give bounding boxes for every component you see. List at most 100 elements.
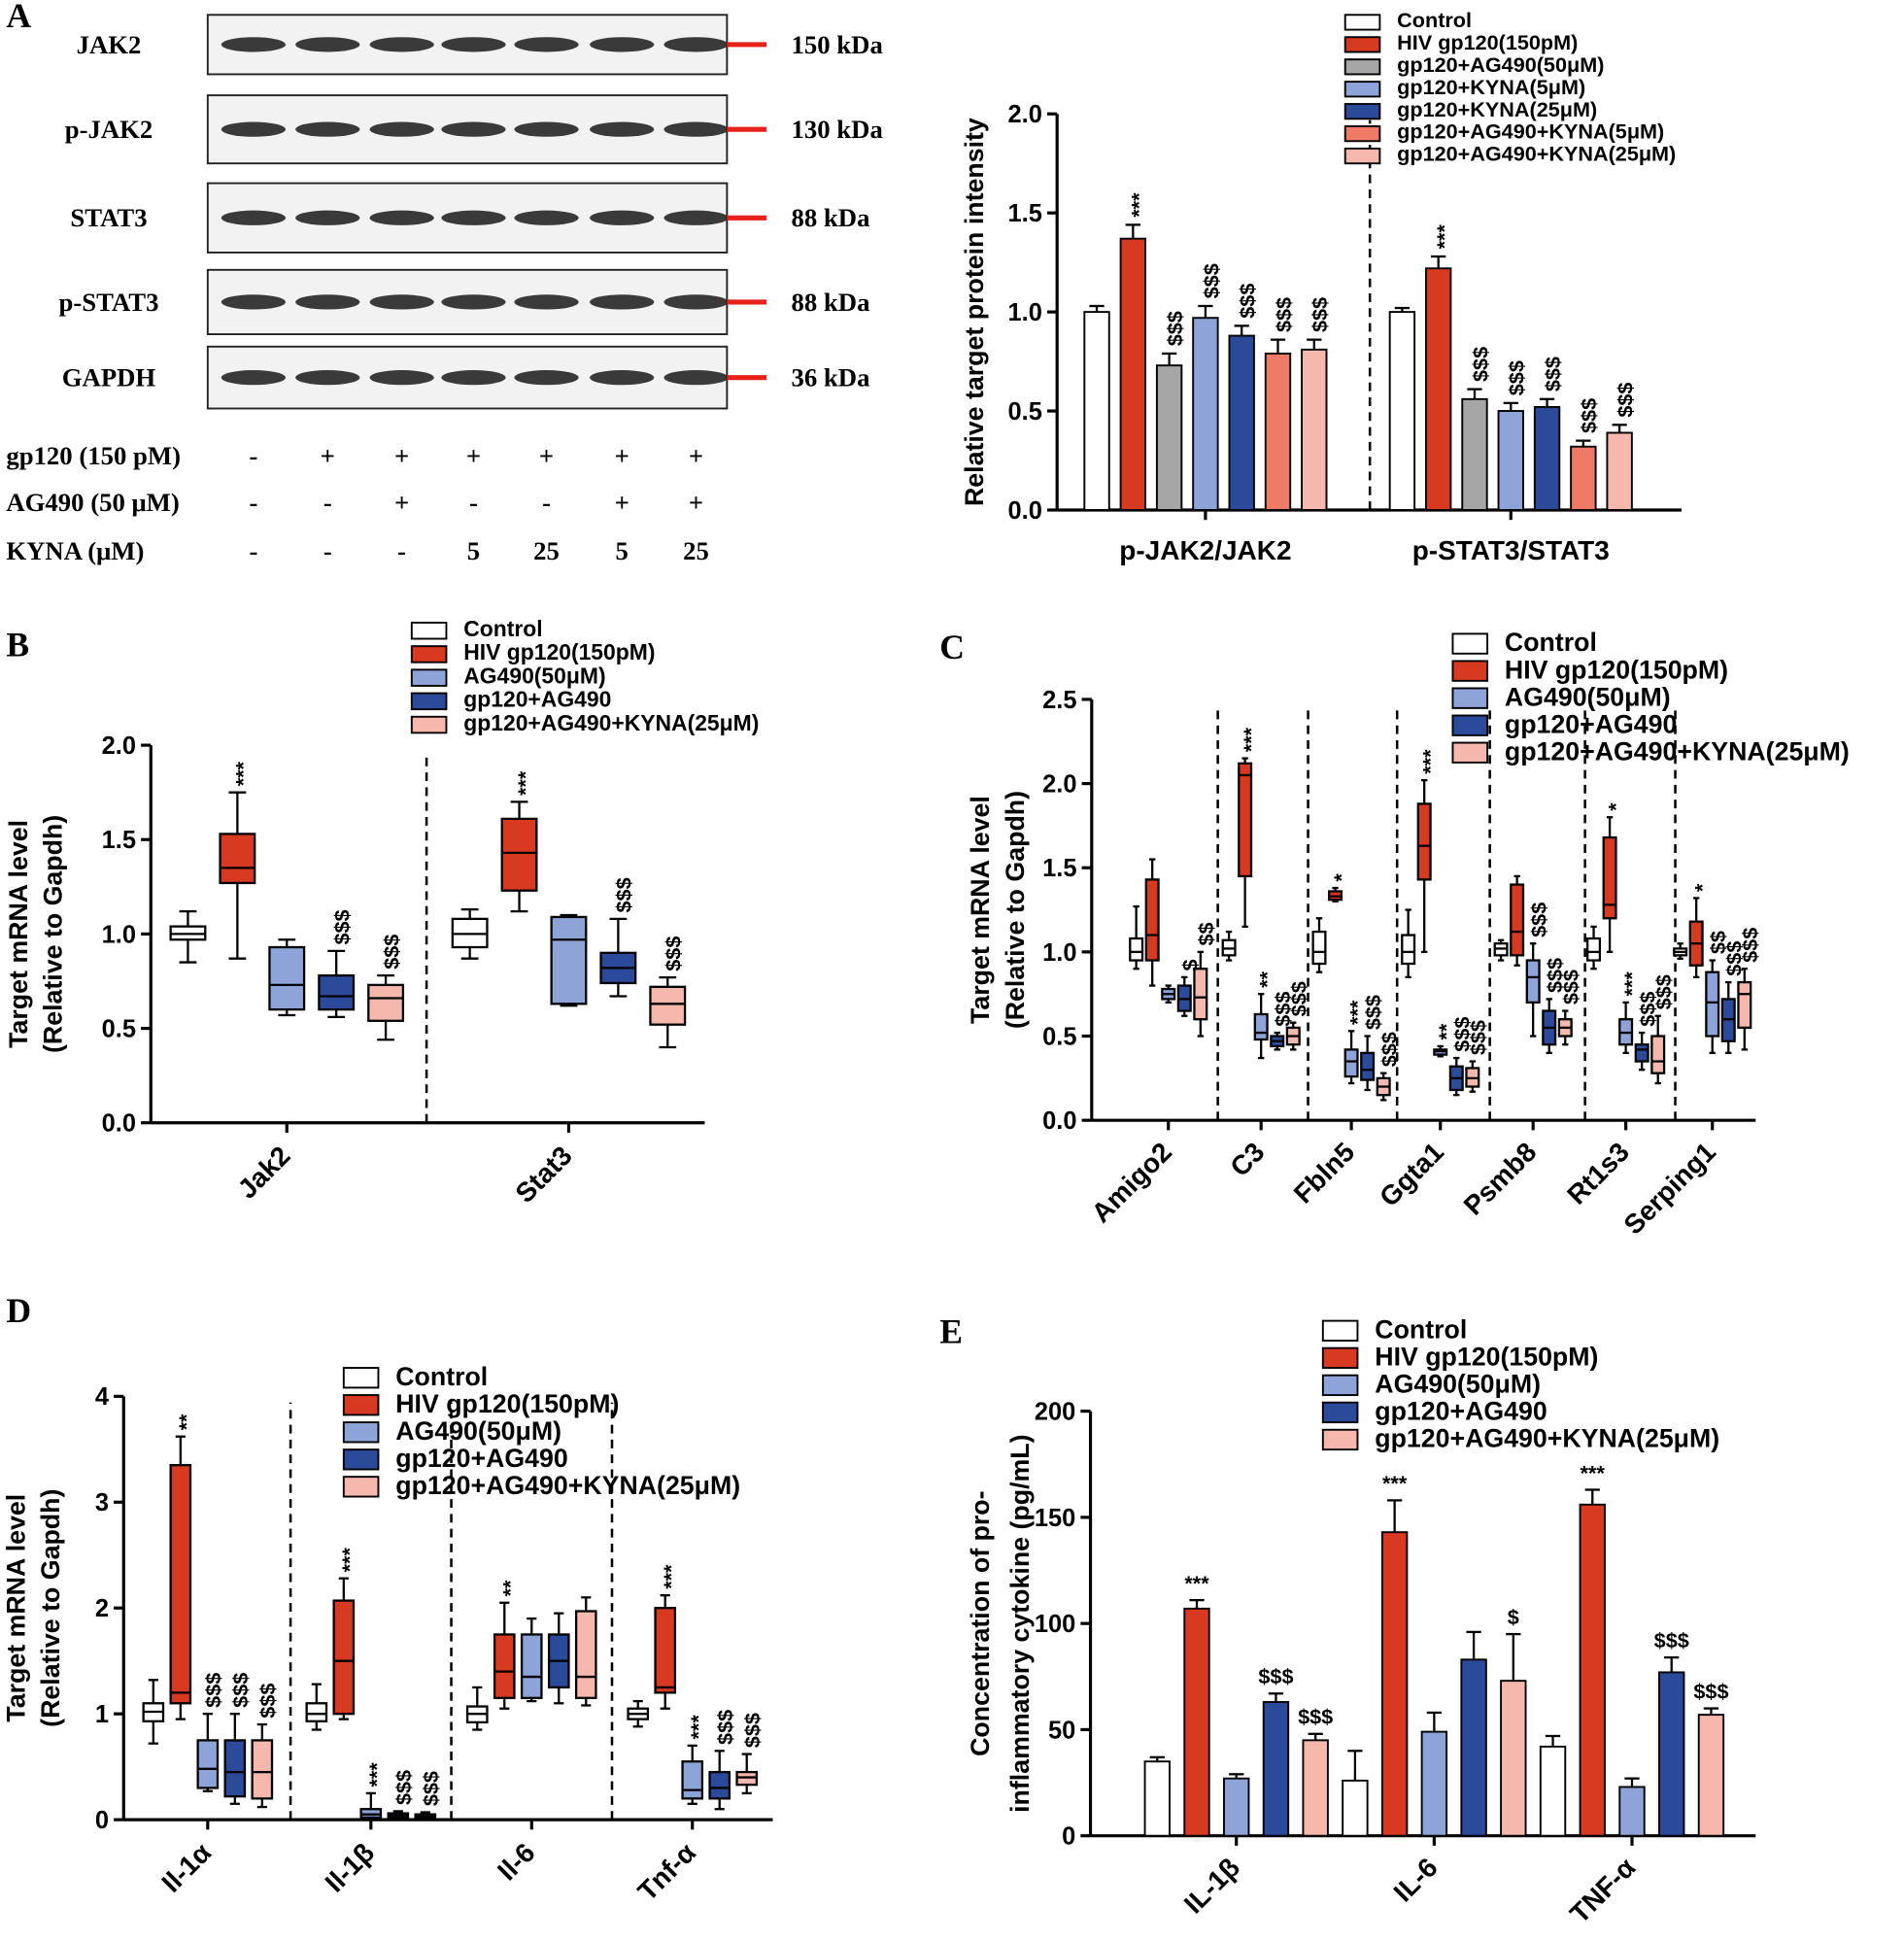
significance: $$$: [1236, 284, 1260, 319]
legend-swatch: [1321, 1401, 1359, 1424]
box: [223, 1739, 247, 1798]
significance: $$$: [1287, 981, 1311, 1016]
significance: $$$: [713, 1710, 737, 1745]
significance: $$$: [1559, 970, 1583, 1005]
legend-swatch: [1451, 741, 1489, 764]
blot-band: [221, 37, 286, 52]
y-tick-label: 0.5: [1042, 1023, 1076, 1050]
y-tick-label: 1.0: [1042, 939, 1076, 967]
blot-band: [514, 369, 579, 386]
legend-label: gp120+AG490: [395, 1444, 567, 1473]
legend-label: AG490(50μM): [1375, 1369, 1541, 1398]
significance: $$$: [1505, 360, 1529, 395]
x-tick-label: Il-1α: [155, 1837, 217, 1898]
blot-band: [221, 369, 286, 386]
legend-swatch: [410, 621, 448, 640]
box: [493, 1633, 516, 1699]
legend-swatch: [342, 1394, 380, 1416]
legend-swatch: [342, 1367, 380, 1389]
significance: ***: [1127, 192, 1151, 218]
significance: $$$: [255, 1684, 280, 1719]
x-tick-label: p-STAT3/STAT3: [1412, 535, 1610, 565]
blot-band: [590, 294, 655, 310]
significance: $$$: [1722, 941, 1747, 976]
bar: [1223, 1777, 1250, 1837]
x-tick-label: Il-1β: [320, 1837, 381, 1898]
legend-label: gp120+AG490+KYNA(25μM): [1397, 142, 1676, 166]
blot-band: [441, 210, 506, 225]
significance: $$$: [1577, 398, 1601, 433]
significance: ***: [686, 1715, 710, 1740]
blot-band: [590, 37, 655, 52]
significance: $$$: [1651, 974, 1676, 1009]
box: [1705, 970, 1720, 1038]
y-tick-label: 0.0: [102, 1110, 136, 1138]
x-tick-label: C3: [1224, 1137, 1270, 1182]
protein-size: 36 kDa: [792, 363, 870, 392]
treatment-mark: 25: [533, 536, 560, 565]
y-tick-label: 0: [1062, 1823, 1075, 1851]
bar: [1119, 237, 1147, 511]
bar: [1083, 311, 1110, 511]
significance: ***: [364, 1762, 389, 1788]
blot-band: [369, 210, 434, 225]
x-tick-label: Rt1s3: [1561, 1137, 1635, 1210]
bar: [1342, 1779, 1369, 1837]
blot-band: [441, 37, 506, 52]
x-tick-label: Il-6: [492, 1837, 541, 1887]
y-axis-title: (Relative to Gapdh): [36, 1489, 65, 1727]
legend-swatch: [1451, 632, 1489, 655]
treatment-mark: +: [321, 441, 335, 470]
legend-swatch: [1321, 1319, 1359, 1342]
legend-label: Control: [463, 616, 542, 641]
panel-letter: B: [6, 625, 29, 664]
treatment-mark: -: [249, 536, 257, 565]
box: [1634, 1043, 1649, 1063]
significance: $$$: [1468, 347, 1492, 382]
treatment-mark: +: [615, 488, 629, 517]
bar: [1264, 352, 1292, 511]
y-tick-label: 200: [1035, 1399, 1075, 1426]
bar: [1302, 1739, 1329, 1837]
significance: $$$: [1466, 1020, 1490, 1055]
box: [367, 983, 405, 1022]
x-tick-label: IL-1β: [1178, 1852, 1245, 1919]
legend-label: Control: [1375, 1314, 1467, 1344]
treatment-mark: +: [394, 488, 409, 517]
bar: [1497, 410, 1524, 511]
treatment-mark: -: [249, 441, 257, 470]
significance: $$: [1194, 922, 1218, 945]
significance: $$$: [1298, 1705, 1333, 1729]
treatment-mark: 5: [615, 536, 628, 565]
bar: [1155, 364, 1183, 511]
box: [332, 1599, 356, 1716]
y-axis-title: Target mRNA level: [1, 1494, 30, 1722]
box: [681, 1760, 704, 1800]
box: [1525, 959, 1541, 1005]
blot-band: [590, 369, 655, 386]
blot-band: [663, 121, 729, 137]
y-axis-title: (Relative to Gapdh): [1001, 791, 1030, 1029]
y-tick-label: 1.5: [1008, 200, 1042, 227]
legend-label: AG490(50μM): [1505, 682, 1671, 711]
significance: $$$: [1527, 902, 1551, 937]
y-tick-label: 2: [95, 1595, 109, 1622]
blot-band: [369, 37, 434, 52]
significance: ***: [1382, 1471, 1408, 1495]
significance: ***: [1239, 727, 1263, 752]
treatment-mark: -: [397, 536, 406, 565]
treatment-mark: 5: [467, 536, 480, 565]
y-tick-label: 1.5: [1042, 855, 1076, 882]
legend-label: HIV gp120(150pM): [1397, 30, 1578, 54]
box: [1416, 802, 1432, 881]
box: [1238, 762, 1253, 878]
significance: *: [1603, 802, 1627, 811]
treatment-mark: 25: [683, 536, 709, 565]
legend-label: HIV gp120(150pM): [463, 639, 655, 664]
blot-band: [441, 294, 506, 310]
significance: $$$: [1738, 928, 1762, 963]
legend-swatch: [410, 715, 448, 734]
legend-swatch: [1343, 147, 1381, 165]
y-tick-label: 3: [95, 1489, 109, 1516]
box: [1129, 936, 1144, 962]
